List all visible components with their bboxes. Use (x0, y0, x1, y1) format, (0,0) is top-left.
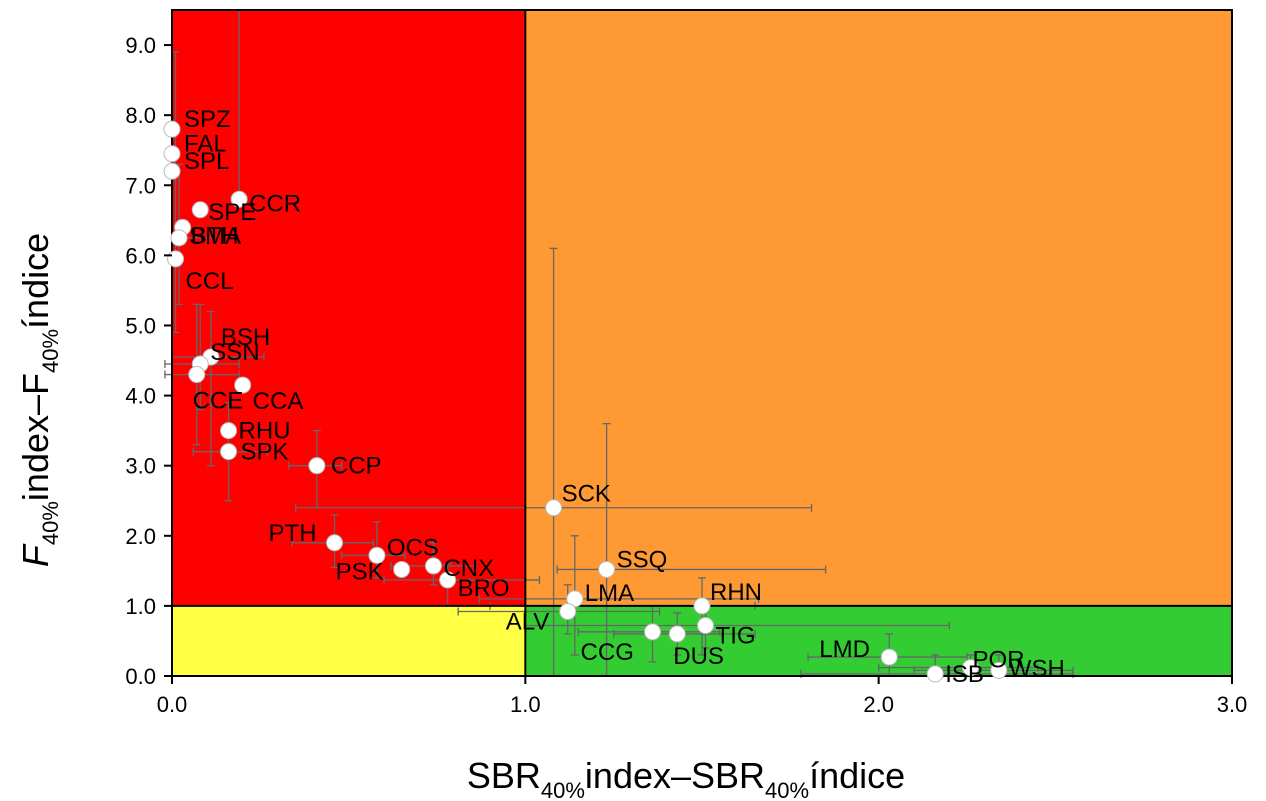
point-ALV (559, 603, 577, 621)
label-CCA: CCA (253, 388, 304, 415)
point-SPL (163, 162, 181, 180)
point-PSK (393, 560, 411, 578)
plot-border (171, 9, 1233, 677)
label-SPZ: SPZ (184, 106, 231, 133)
y-tick-label: 0.0 (125, 664, 156, 689)
point-TIG (697, 617, 715, 635)
label-BTH: BTH (191, 222, 239, 249)
quadrant-1 (525, 10, 1232, 606)
label-CCP: CCP (331, 453, 382, 480)
label-RHU: RHU (239, 418, 291, 445)
quadrant-2 (172, 605, 526, 676)
point-PTH (326, 534, 344, 552)
label-SPK: SPK (241, 439, 289, 466)
label-CNX: CNX (443, 555, 494, 582)
point-CCR (230, 190, 248, 208)
point-OCS (368, 546, 386, 564)
y-tick-label: 9.0 (125, 33, 156, 58)
label-SCK: SCK (562, 481, 611, 508)
point-POR (962, 659, 980, 677)
y-tick-label: 2.0 (125, 524, 156, 549)
point-BRO (439, 571, 457, 589)
y-axis-label: F40%index–F40%índice (15, 233, 63, 567)
label-ALV: ALV (506, 609, 550, 636)
label-BRO: BRO (458, 575, 510, 602)
point-CCL (167, 250, 185, 268)
y-tick-label: 1.0 (125, 594, 156, 619)
y-tick-label: 6.0 (125, 243, 156, 268)
point-WSH (990, 661, 1008, 679)
y-tick-label: 4.0 (125, 384, 156, 409)
y-tick-label: 3.0 (125, 454, 156, 479)
x-tick-label: 0.0 (157, 692, 188, 717)
point-CNX (424, 557, 442, 575)
label-CCG: CCG (581, 639, 634, 666)
point-RHN (693, 597, 711, 615)
point-SCK (545, 499, 563, 517)
label-OCS: OCS (387, 534, 439, 561)
axes: 0.0 1.0 2.0 3.0 4.0 5.0 6.0 7.0 8.0 9.0 0.0 1.0 2.0 3… (125, 33, 1247, 717)
point-SPZ (163, 120, 181, 138)
label-PSK: PSK (336, 558, 384, 585)
label-SPE: SPE (208, 199, 256, 226)
point-FAL (163, 145, 181, 163)
label-CCE: CCE (193, 388, 244, 415)
label-SPL: SPL (184, 148, 229, 175)
label-LMA: LMA (585, 580, 634, 607)
label-WSH: WSH (1009, 655, 1065, 682)
label-BSH: BSH (221, 324, 270, 351)
point-CCG (644, 623, 662, 641)
point-CCE (188, 366, 206, 384)
label-FAL: FAL (184, 131, 227, 158)
x-tick-label: 1.0 (510, 692, 541, 717)
point-SMA (170, 229, 188, 247)
label-RHN: RHN (710, 579, 762, 606)
point-ISB (926, 665, 944, 683)
x-tick-label: 3.0 (1217, 692, 1248, 717)
y-tick-label: 7.0 (125, 173, 156, 198)
point-LMD (880, 648, 898, 666)
point-CCP (308, 457, 326, 475)
quadrant-regions (172, 10, 1232, 676)
point-SPK (220, 443, 238, 461)
label-SMA: SMA (189, 223, 241, 250)
point-SPE (191, 201, 209, 219)
label-PTH: PTH (269, 520, 317, 547)
quadrant-0 (172, 10, 526, 606)
label-SSN: SSN (210, 339, 259, 366)
label-DUS: DUS (673, 643, 724, 670)
x-axis-label: SBR40%index–SBR40%índice (467, 755, 905, 801)
x-tick-label: 2.0 (863, 692, 894, 717)
y-tick-label: 5.0 (125, 313, 156, 338)
label-CCR: CCR (249, 190, 301, 217)
point-CCA (234, 376, 252, 394)
label-SSQ: SSQ (617, 546, 668, 573)
point-RHU (220, 422, 238, 440)
label-ISB: ISB (945, 661, 984, 688)
data-points (163, 120, 1008, 683)
label-TIG: TIG (716, 623, 756, 650)
point-SSQ (598, 560, 616, 578)
label-CCL: CCL (186, 268, 234, 295)
point-DUS (668, 625, 686, 643)
label-LMD: LMD (819, 636, 870, 663)
y-tick-label: 8.0 (125, 103, 156, 128)
label-POR: POR (973, 647, 1025, 674)
